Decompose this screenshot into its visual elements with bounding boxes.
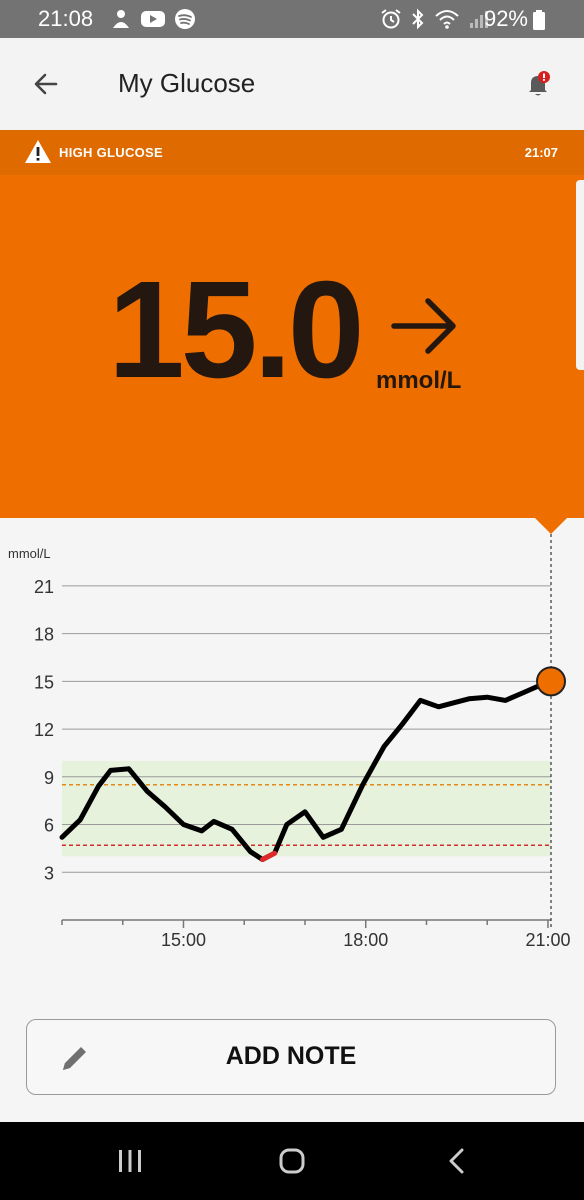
high-glucose-alert: HIGH GLUCOSE 21:07 — [0, 130, 584, 175]
spotify-icon — [175, 9, 195, 29]
page-title: My Glucose — [118, 68, 256, 98]
arrow-left-icon[interactable] — [30, 68, 62, 100]
x-tick-label: 15:00 — [161, 930, 206, 950]
y-tick-label: 15 — [34, 672, 54, 692]
scroll-indicator[interactable] — [576, 180, 584, 370]
x-tick-label: 18:00 — [343, 930, 388, 950]
y-tick-label: 3 — [44, 863, 54, 883]
battery-percentage: 92% — [483, 6, 528, 31]
status-time: 21:08 — [38, 6, 94, 31]
signal-icon — [470, 11, 488, 28]
recent-apps-icon[interactable] — [116, 1148, 144, 1174]
glucose-chart: 3 6 9 12 15 18 21 mmol/L 15:00 18:00 21:00 — [8, 518, 570, 950]
y-tick-label: 21 — [34, 577, 54, 597]
bluetooth-icon — [412, 8, 424, 30]
back-nav-icon[interactable] — [444, 1148, 472, 1174]
add-note-label: ADD NOTE — [225, 1042, 357, 1070]
battery-icon — [533, 10, 545, 30]
alert-time: 21:07 — [524, 145, 558, 160]
glucose-value: 15.0 — [108, 253, 365, 407]
youtube-icon — [141, 11, 165, 27]
bell-alert-icon[interactable] — [522, 68, 554, 100]
reading-pointer — [535, 518, 567, 534]
home-icon[interactable] — [278, 1148, 306, 1174]
app-bar: My Glucose — [0, 38, 584, 130]
current-reading-panel: 15.0 mmol/L — [0, 175, 584, 518]
system-nav-bar — [0, 1122, 584, 1200]
y-tick-label: 9 — [44, 768, 54, 788]
wifi-icon — [435, 10, 459, 29]
arrow-right-icon — [391, 298, 456, 354]
glucose-unit: mmol/L — [376, 367, 462, 394]
y-axis-label: mmol/L — [8, 546, 51, 561]
person-notification-icon — [113, 10, 129, 28]
y-tick-label: 6 — [44, 816, 54, 836]
y-tick-label: 12 — [34, 720, 54, 740]
alarm-icon — [381, 9, 401, 29]
y-tick-label: 18 — [34, 625, 54, 645]
warning-triangle-icon — [25, 140, 51, 163]
pencil-icon — [63, 1047, 86, 1070]
low-glucose-segment — [260, 850, 278, 862]
add-note-button[interactable]: ADD NOTE — [26, 1019, 556, 1095]
glucose-series-line — [59, 678, 554, 862]
alert-label: HIGH GLUCOSE — [59, 145, 163, 160]
current-reading-marker — [536, 666, 566, 697]
status-bar: 21:08 92% — [0, 0, 584, 38]
x-tick-label: 21:00 — [525, 930, 570, 950]
